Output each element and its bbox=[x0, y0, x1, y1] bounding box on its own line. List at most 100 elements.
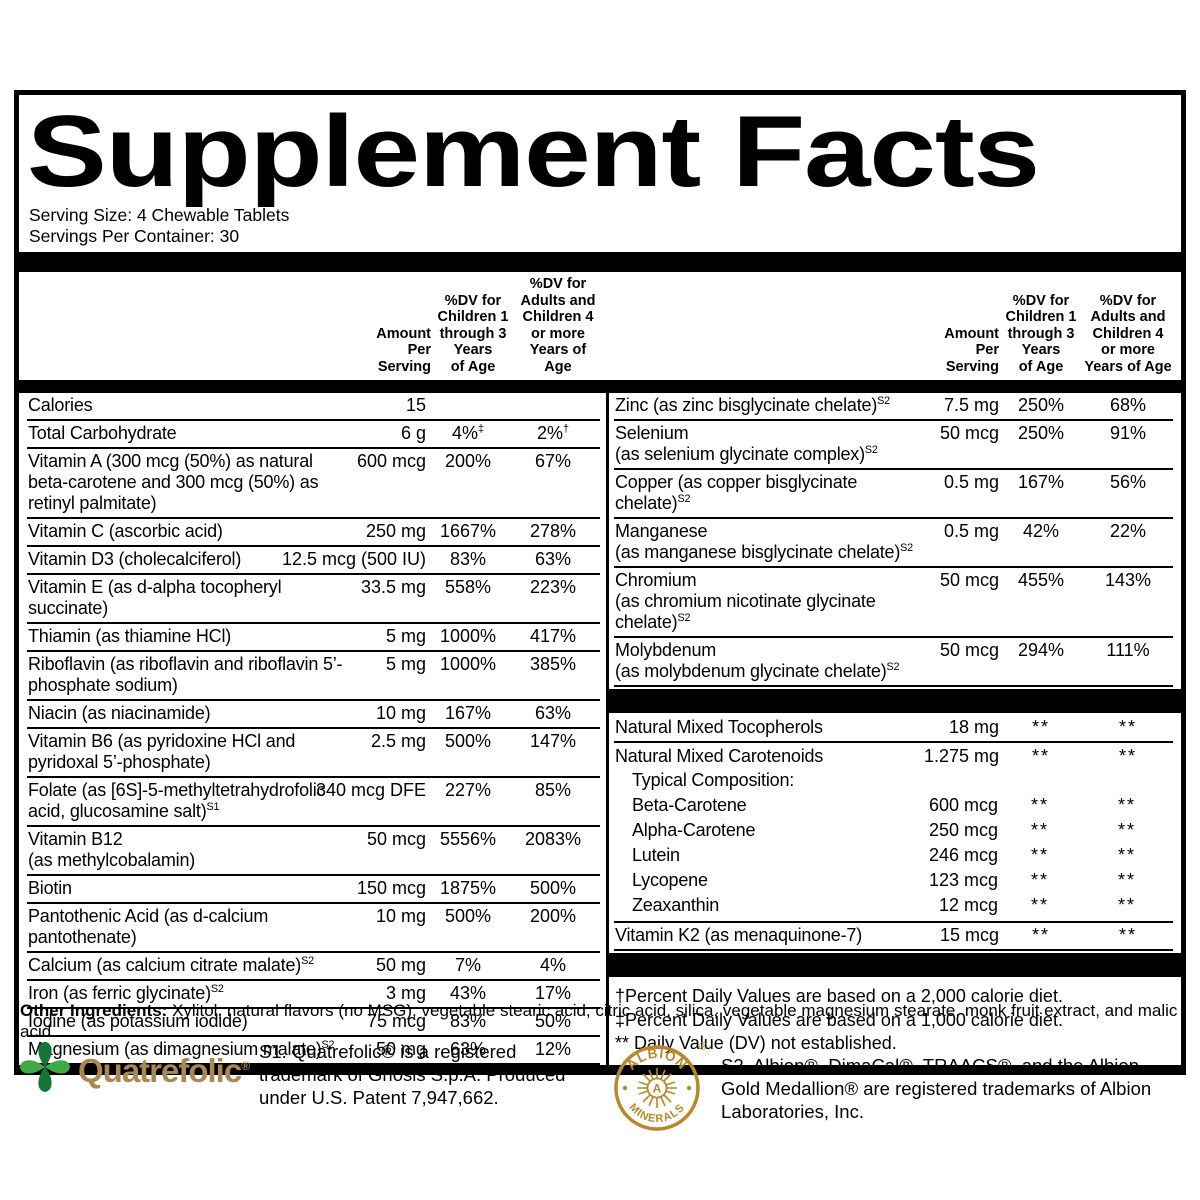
dv-adults-cell: 56% bbox=[1109, 472, 1147, 492]
dv-children-cell: ** bbox=[1030, 820, 1049, 840]
nutrient-line: Iodine (as potassium iodide) 75 mcg 83% 50% bbox=[27, 1011, 600, 1032]
header-dv-adults-right: %DV for Adults and Children 4 or more Ye… bbox=[1084, 292, 1172, 375]
nutrient-name: Copper (as copper bisglycinate chelate)S… bbox=[615, 472, 858, 513]
source-superscript: S2 bbox=[864, 444, 878, 456]
dv-children-cell: ** bbox=[1030, 895, 1049, 915]
dv-adults-cell: 91% bbox=[1109, 423, 1147, 443]
nutrient-name: Biotin bbox=[28, 878, 72, 898]
footnote-line: ** Daily Value (DV) not established. bbox=[615, 1033, 897, 1053]
nutrient-name: Zinc (as zinc bisglycinate chelate)S2 bbox=[615, 395, 890, 415]
nutrient-subline: Zeaxanthin 12 mcg ** ** bbox=[614, 893, 1173, 918]
nutrient-line: Vitamin D3 (cholecalciferol) 12.5 mcg (50… bbox=[27, 549, 600, 570]
albion-logo-center-letter: A bbox=[653, 1082, 662, 1096]
nutrient-line: Vitamin K2 (as menaquinone-7) 15 mcg ** ** bbox=[614, 925, 1173, 946]
nutrient-subline: Typical Composition: bbox=[614, 768, 1173, 793]
nutrient-row: Molybdenum (as molybdenum glycinate chel… bbox=[614, 638, 1173, 687]
dv-children-cell: ** bbox=[1030, 845, 1049, 865]
nutrient-name: Calcium (as calcium citrate malate)S2 bbox=[28, 955, 314, 975]
quatrefolic-wordmark: Quatrefolic® bbox=[78, 1052, 250, 1090]
dv-adults-cell: 223% bbox=[529, 577, 577, 597]
other-ingredients: Other Ingredients: Xylitol, natural flav… bbox=[20, 1000, 1180, 1042]
nutrient-line: Vitamin C (ascorbic acid) 250 mg 1667% 278% bbox=[27, 521, 600, 542]
s1-trademark-note: S1. Quatrefolic® is a registered tradema… bbox=[259, 1041, 566, 1108]
nutrient-line: Natural Mixed Carotenoids 1.275 mg ** ** bbox=[614, 745, 1173, 768]
nutrient-name: Natural Mixed Tocopherols bbox=[615, 717, 823, 737]
dv-adults-cell: 68% bbox=[1109, 395, 1147, 415]
column-headers-left: Amount Per Serving %DV for Children 1 th… bbox=[27, 276, 601, 380]
dv-adults-cell: 200% bbox=[529, 906, 577, 926]
nutrient-name: Niacin (as niacinamide) bbox=[28, 703, 211, 723]
nutrient-name: Selenium (as selenium glycinate complex)… bbox=[615, 423, 878, 464]
other-ingredients-label: Other Ingredients: bbox=[20, 1001, 168, 1020]
nutrient-name: Thiamin (as thiamine HCl) bbox=[28, 626, 232, 646]
dv-children-cell: 167% bbox=[1017, 472, 1065, 492]
dv-adults-cell: ** bbox=[1118, 717, 1137, 737]
dv-children-cell: 1000% bbox=[439, 654, 497, 674]
nutrient-row: Vitamin D3 (cholecalciferol) 12.5 mcg (50… bbox=[27, 547, 600, 575]
nutrient-line: Thiamin (as thiamine HCl) 5 mg 1000% 417% bbox=[27, 626, 600, 647]
dv-adults-cell: ** bbox=[1117, 895, 1136, 915]
amount-cell: 250 mg bbox=[365, 521, 426, 541]
nutrient-row: Vitamin B12 (as methylcobalamin) 50 mcg 55… bbox=[27, 827, 600, 876]
separator-bar bbox=[606, 953, 1181, 977]
nutrient-row: Total Carbohydrate 6 g 4%‡ 2%† bbox=[27, 421, 600, 449]
nutrient-row: Vitamin A (300 mcg (50%) as natural beta… bbox=[27, 449, 600, 519]
source-superscript: S2 bbox=[900, 542, 913, 554]
dv-adults-cell: 17% bbox=[534, 983, 572, 1003]
nutrient-name: Total Carbohydrate bbox=[28, 423, 177, 443]
nutrient-row: Vitamin K2 (as menaquinone-7) 15 mcg ** ** bbox=[614, 923, 1173, 951]
amount-cell: 340 mcg DFE bbox=[315, 780, 426, 800]
nutrient-row: Natural Mixed Tocopherols 18 mg ** ** bbox=[614, 715, 1173, 743]
source-superscript: S2 bbox=[321, 1039, 335, 1051]
amount-cell: 250 mcg bbox=[928, 820, 998, 840]
serving-info: Serving Size: 4 Chewable Tablets Serving… bbox=[29, 205, 1173, 247]
dv-children-cell: 42% bbox=[1022, 521, 1060, 541]
nutrient-line: Biotin 150 mcg 1875% 500% bbox=[27, 878, 600, 899]
dv-children-cell: 83% bbox=[449, 549, 487, 569]
nutrient-name: Iodine (as potassium iodide) bbox=[28, 1011, 248, 1031]
nutrient-name: Alpha-Carotene bbox=[632, 820, 756, 840]
dv-adults-cell: ** bbox=[1117, 845, 1136, 865]
header-amount-label: Amount Per Serving bbox=[944, 325, 999, 375]
header-amount-label: Amount Per Serving bbox=[376, 325, 431, 375]
column-headers: Amount Per Serving %DV for Children 1 th… bbox=[27, 276, 1173, 380]
dv-adults-cell: ** bbox=[1117, 820, 1136, 840]
nutrient-row: Calcium (as calcium citrate malate)S2 50 … bbox=[27, 953, 600, 981]
dv-children-cell: 250% bbox=[1017, 423, 1065, 443]
dv-children-cell: 4%‡ bbox=[451, 423, 485, 443]
nutrient-name: Vitamin B12 (as methylcobalamin) bbox=[28, 829, 196, 870]
other-ingredients-text: Xylitol, natural flavors (no MSG), veget… bbox=[20, 1001, 1178, 1041]
nutrient-line: Zinc (as zinc bisglycinate chelate)S2 7.5… bbox=[614, 395, 1173, 416]
dv-children-cell: 1667% bbox=[439, 521, 497, 541]
amount-cell: 6 g bbox=[400, 423, 426, 443]
nutrient-name: Natural Mixed Carotenoids bbox=[615, 746, 824, 766]
nutrient-line: Copper (as copper bisglycinate chelate)S… bbox=[614, 472, 1173, 514]
dv-adults-cell: 67% bbox=[534, 451, 572, 471]
source-superscript: S2 bbox=[677, 493, 691, 505]
nutrient-line: Pantothenic Acid (as d-calcium pantothen… bbox=[27, 906, 600, 948]
amount-cell: 15 bbox=[405, 395, 426, 415]
dv-adults-cell: ** bbox=[1117, 795, 1136, 815]
dv-adults-cell: 278% bbox=[529, 521, 577, 541]
dv-children-cell: 455% bbox=[1017, 570, 1065, 590]
nutrient-row: Natural Mixed Carotenoids 1.275 mg ** ** Typ… bbox=[614, 743, 1173, 923]
dv-adults-cell: 500% bbox=[529, 878, 577, 898]
amount-cell: 75 mcg bbox=[366, 1011, 426, 1031]
nutrient-line: Total Carbohydrate 6 g 4%‡ 2%† bbox=[27, 423, 600, 444]
nutrient-row: Vitamin B6 (as pyridoxine HCl and pyrido… bbox=[27, 729, 600, 778]
source-superscript: S2 bbox=[886, 661, 900, 673]
nutrient-row: Niacin (as niacinamide) 10 mg 167% 63% bbox=[27, 701, 600, 729]
dv-children-cell: 200% bbox=[444, 451, 492, 471]
amount-cell: 0.5 mg bbox=[943, 521, 999, 541]
nutrient-row: Vitamin E (as d-alpha tocopheryl succina… bbox=[27, 575, 600, 624]
nutrient-line: Molybdenum (as molybdenum glycinate chel… bbox=[614, 640, 1173, 682]
dv-children-cell: ** bbox=[1030, 795, 1049, 815]
dv-adults-cell: 4% bbox=[539, 955, 566, 975]
amount-cell: 600 mcg bbox=[928, 795, 998, 815]
dv-children-cell: ** bbox=[1030, 870, 1049, 890]
header-dv-children-right: %DV for Children 1 through 3 Years of Ag… bbox=[1005, 292, 1077, 375]
nutrient-row: Biotin 150 mcg 1875% 500% bbox=[27, 876, 600, 904]
source-superscript: S2 bbox=[877, 395, 890, 407]
dv-adults-cell: ** bbox=[1118, 746, 1137, 766]
quatrefolic-clover-icon bbox=[20, 1042, 70, 1092]
